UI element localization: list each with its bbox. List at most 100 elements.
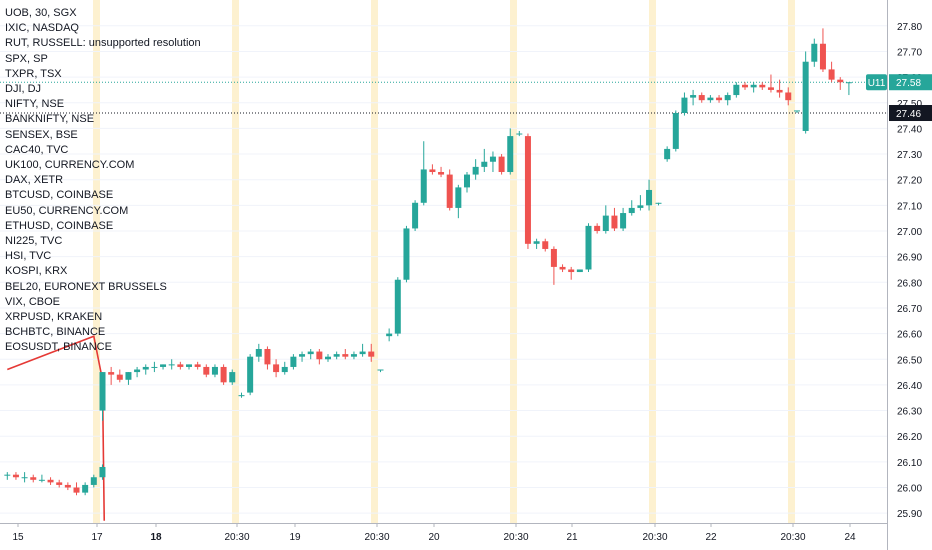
compare-symbol-label[interactable]: EU50, CURRENCY.COM bbox=[5, 204, 129, 217]
compare-symbol-label[interactable]: BEL20, EURONEXT BRUSSELS bbox=[5, 280, 167, 293]
compare-symbol-label[interactable]: TXPR, TSX bbox=[5, 67, 62, 80]
candle bbox=[802, 51, 809, 134]
y-tick-label: 26.20 bbox=[897, 432, 922, 443]
candle bbox=[576, 269, 583, 273]
candle-body bbox=[333, 354, 340, 357]
compare-symbol-label[interactable]: KOSPI, KRX bbox=[5, 265, 68, 278]
compare-symbol-label[interactable]: XRPUSD, KRAKEN bbox=[5, 311, 103, 324]
candle bbox=[255, 343, 262, 362]
session-band-3 bbox=[510, 0, 517, 523]
candle bbox=[819, 28, 826, 72]
candle-body bbox=[350, 354, 357, 357]
candle-body bbox=[481, 161, 488, 167]
overlay-line-0 bbox=[7, 335, 106, 521]
compare-symbol-label[interactable]: DJI, DJ bbox=[5, 83, 42, 96]
candle bbox=[489, 151, 496, 173]
candle bbox=[767, 74, 774, 93]
compare-symbol-label[interactable]: DAX, XETR bbox=[5, 174, 64, 187]
candle bbox=[99, 464, 106, 480]
last-price-text: 27.58 bbox=[896, 78, 921, 89]
compare-symbol-label[interactable]: ETHUSD, COINBASE bbox=[5, 219, 114, 232]
candle bbox=[472, 159, 479, 180]
compare-symbol-label[interactable]: HSI, TVC bbox=[5, 250, 52, 263]
candle bbox=[420, 141, 427, 206]
candle bbox=[273, 359, 280, 378]
candle bbox=[281, 361, 288, 375]
candle bbox=[386, 328, 393, 342]
x-tick-label: 24 bbox=[844, 532, 856, 543]
candle-body bbox=[498, 156, 505, 173]
candle bbox=[316, 348, 323, 365]
session-band-5 bbox=[788, 0, 795, 523]
candle bbox=[142, 364, 149, 375]
candle-body bbox=[594, 225, 601, 231]
candle-body bbox=[681, 97, 688, 114]
candle-body bbox=[637, 205, 644, 208]
candle-body bbox=[220, 366, 227, 383]
candle bbox=[794, 110, 800, 114]
candle bbox=[4, 472, 11, 480]
candle-body bbox=[550, 248, 557, 267]
main-symbol-label[interactable]: UOB, 30, SGX bbox=[5, 7, 77, 19]
candle bbox=[12, 472, 19, 480]
candle-body bbox=[542, 241, 549, 249]
candle-body bbox=[125, 372, 132, 380]
candle-body bbox=[802, 61, 809, 131]
candle bbox=[211, 364, 218, 378]
compare-symbol-label[interactable]: EOSUSDT, BINANCE bbox=[5, 341, 112, 354]
compare-symbol-label[interactable]: NIFTY, NSE bbox=[5, 98, 65, 111]
candle bbox=[464, 172, 470, 193]
compare-symbol-label[interactable]: UK100, CURRENCY.COM bbox=[5, 159, 135, 172]
candle bbox=[594, 223, 601, 234]
compare-symbol-label[interactable]: CAC40, TVC bbox=[5, 143, 69, 156]
candle-body bbox=[168, 364, 175, 366]
candle-body bbox=[47, 479, 54, 483]
candle-body bbox=[203, 366, 210, 375]
candle bbox=[403, 225, 410, 283]
candle-body bbox=[837, 79, 844, 83]
symbol-tag bbox=[866, 74, 887, 91]
candle bbox=[742, 82, 748, 90]
candle bbox=[412, 200, 419, 231]
session-band-2 bbox=[371, 0, 378, 523]
candle-body bbox=[664, 148, 671, 160]
price-axis-labels: U11 27.58 27.46 bbox=[866, 74, 932, 122]
candle bbox=[568, 266, 575, 280]
candle bbox=[116, 369, 123, 383]
y-tick-label: 27.10 bbox=[897, 201, 922, 212]
candle bbox=[168, 359, 175, 370]
y-tick-label: 26.60 bbox=[897, 330, 922, 341]
candle-body bbox=[420, 169, 427, 203]
x-tick-label: 20:30 bbox=[503, 532, 528, 543]
candle-body bbox=[524, 136, 531, 244]
compare-symbol-label[interactable]: NI225, TVC bbox=[5, 235, 63, 248]
candle-body bbox=[507, 136, 514, 173]
candle bbox=[99, 372, 106, 421]
compare-symbol-label[interactable]: IXIC, NASDAQ bbox=[5, 22, 79, 35]
compare-symbol-label[interactable]: BCHBTC, BINANCE bbox=[5, 326, 106, 339]
candle-body bbox=[585, 225, 592, 270]
candle-body bbox=[559, 266, 566, 270]
compare-symbol-label[interactable]: BTCUSD, COINBASE bbox=[5, 189, 114, 202]
candle bbox=[516, 130, 523, 137]
compare-symbol-label[interactable]: BANKNIFTY, NSE bbox=[5, 113, 95, 126]
candle-body bbox=[64, 484, 71, 488]
compare-symbol-label[interactable]: RUT, RUSSELL: unsupported resolution bbox=[5, 37, 201, 50]
candle-body bbox=[707, 97, 714, 101]
candle-body bbox=[151, 366, 158, 368]
candle bbox=[394, 277, 401, 337]
candle-body bbox=[99, 372, 106, 411]
compare-symbol-label[interactable]: SENSEX, BSE bbox=[5, 128, 78, 141]
candle bbox=[342, 348, 349, 360]
candle-body bbox=[377, 369, 384, 371]
compare-symbol-label[interactable]: VIX, CBOE bbox=[5, 295, 61, 308]
comparison-overlay bbox=[7, 335, 106, 521]
compare-symbol-label[interactable]: SPX, SP bbox=[5, 52, 48, 65]
candle-body bbox=[38, 479, 45, 481]
candle-body bbox=[472, 166, 479, 175]
time-axis[interactable]: 15 17 18 20:30 19 20:30 20 20:30 21 20:30 22 20:30 2… bbox=[0, 523, 887, 543]
price-lines bbox=[0, 81, 887, 114]
candle bbox=[82, 482, 89, 496]
candle-body bbox=[12, 474, 19, 478]
